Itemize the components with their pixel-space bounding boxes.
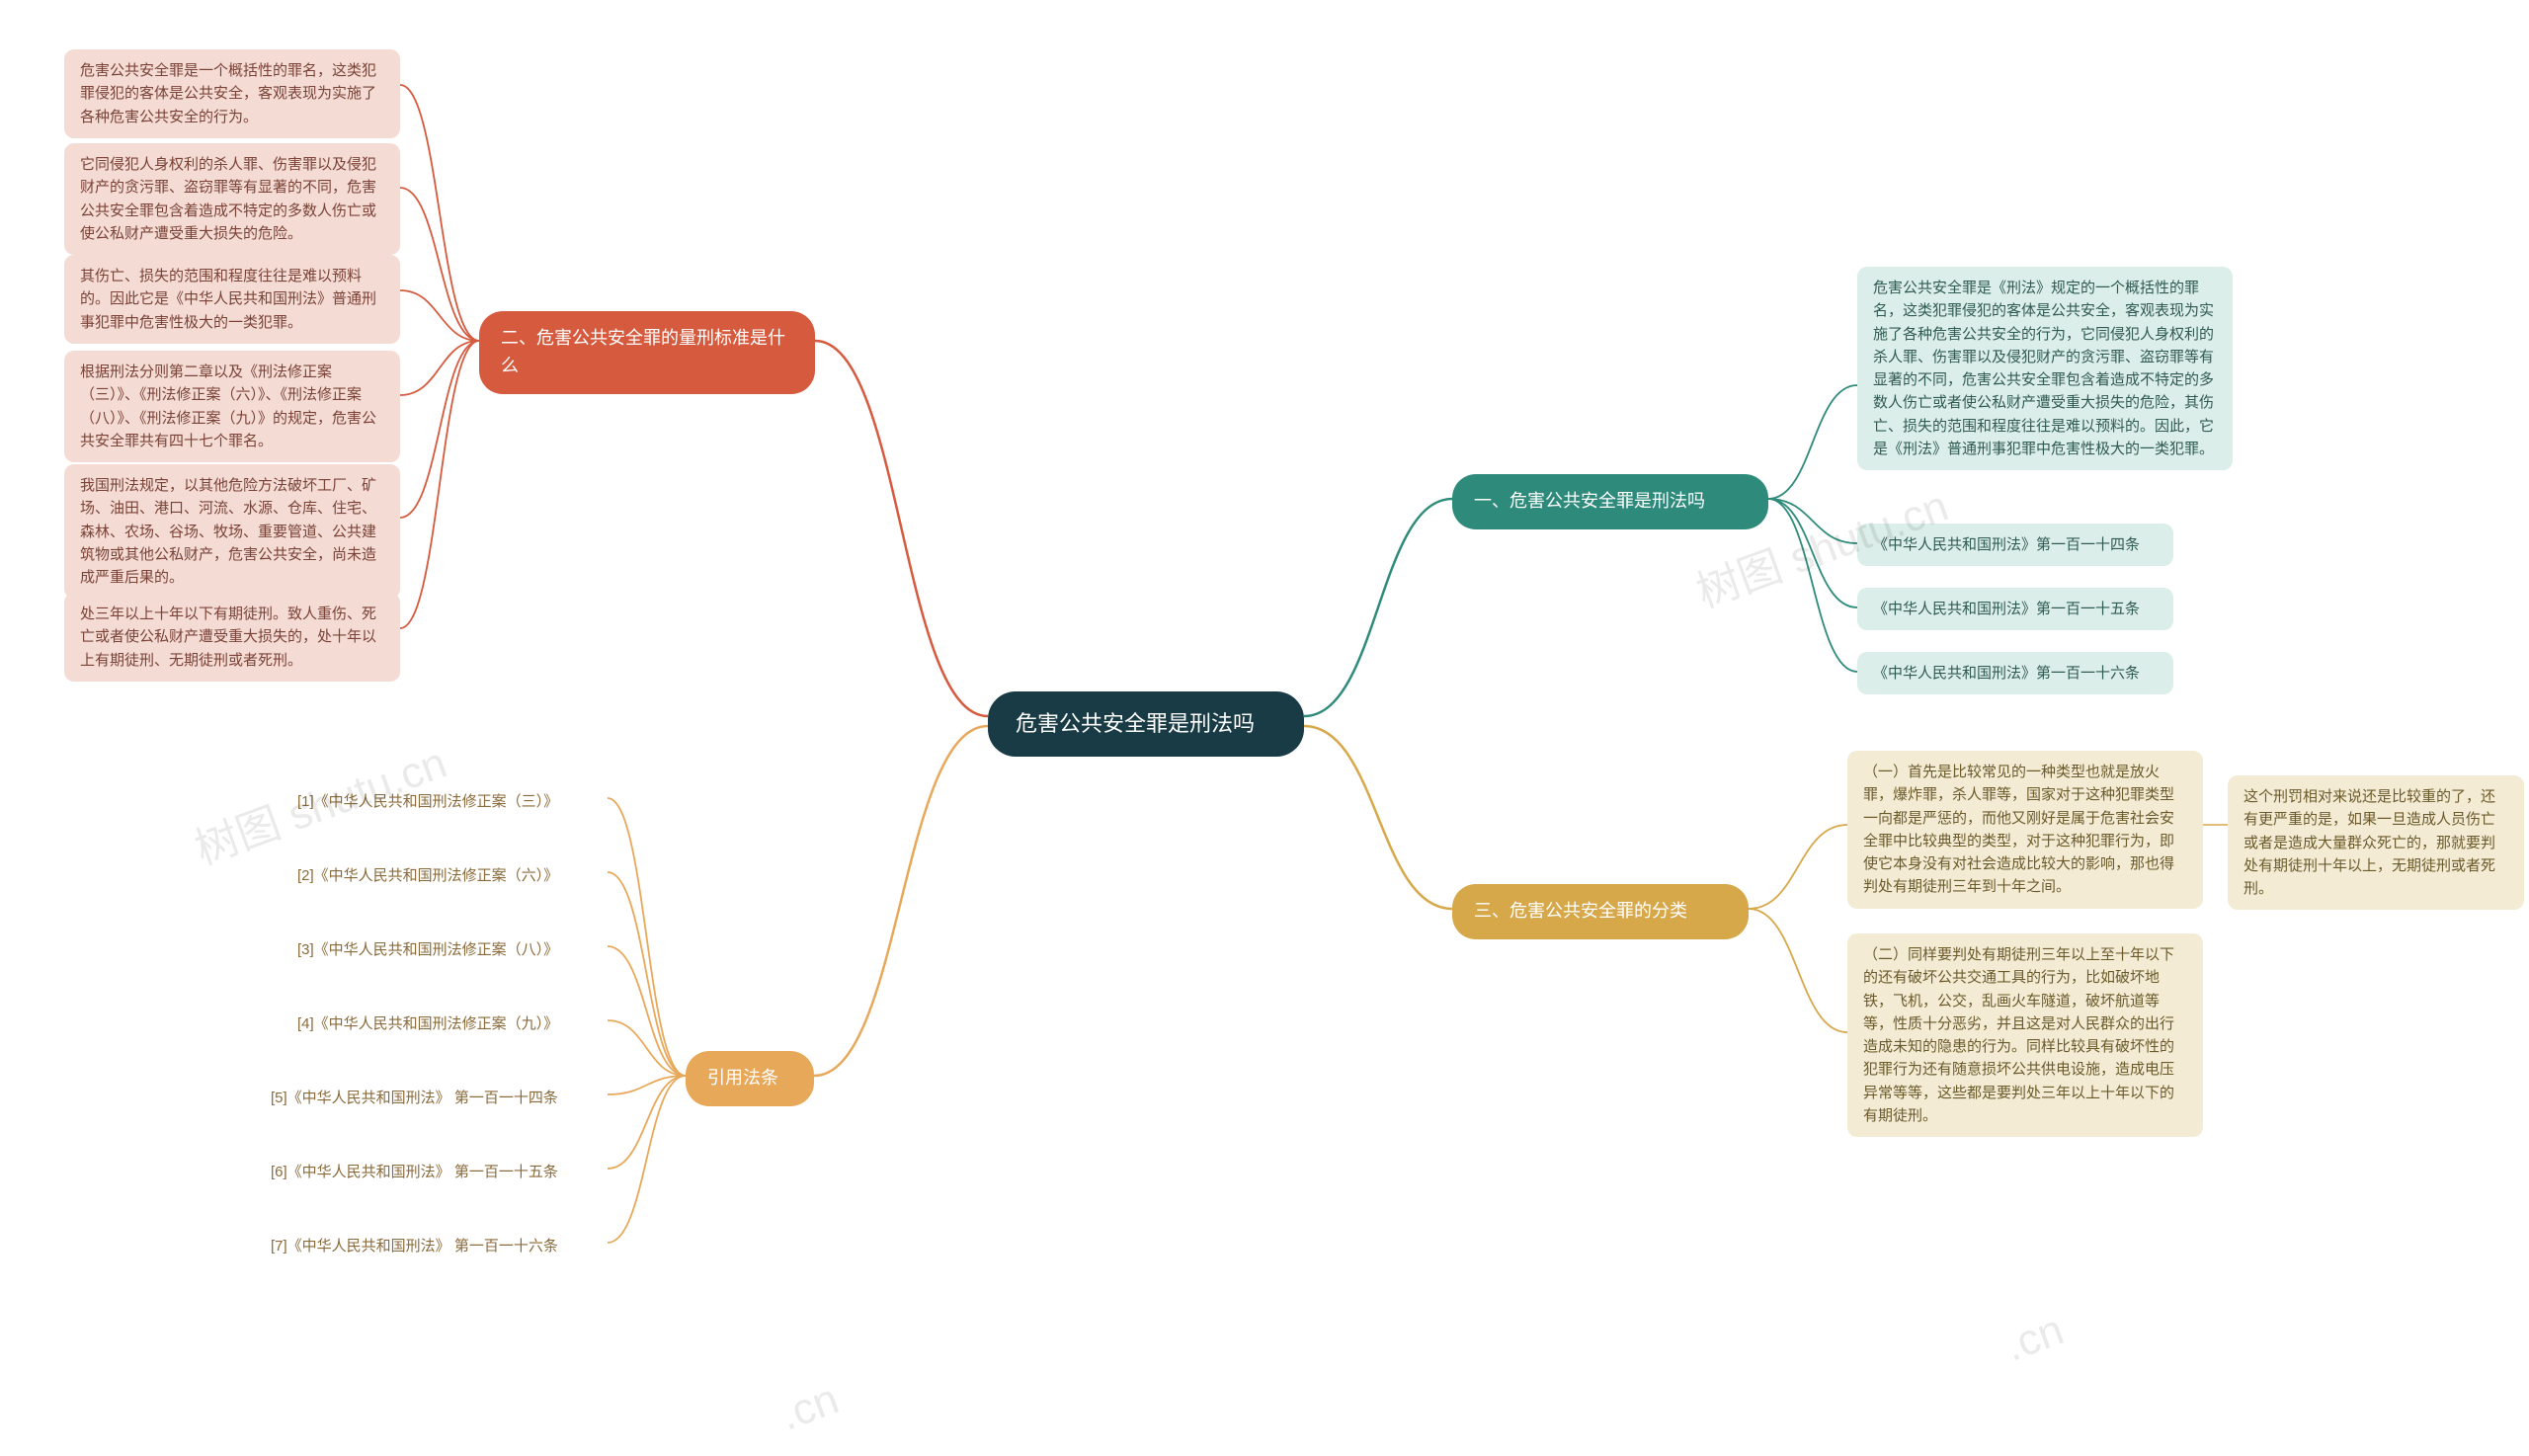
leaf-node: 我国刑法规定，以其他危险方法破坏工厂、矿场、油田、港口、河流、水源、仓库、住宅、… bbox=[64, 464, 400, 599]
leaf-node: 这个刑罚相对来说还是比较重的了，还有更严重的是，如果一旦造成人员伤亡或者是造成大… bbox=[2228, 775, 2524, 910]
leaf-node: 处三年以上十年以下有期徒刑。致人重伤、死亡或者使公私财产遭受重大损失的，处十年以… bbox=[64, 593, 400, 682]
mindmap-canvas: 危害公共安全罪是刑法吗 一、危害公共安全罪是刑法吗 危害公共安全罪是《刑法》规定的… bbox=[0, 0, 2529, 1456]
leaf-node: 《中华人民共和国刑法》第一百一十六条 bbox=[1857, 652, 2173, 694]
leaf-node: 《中华人民共和国刑法》第一百一十四条 bbox=[1857, 524, 2173, 566]
watermark: .cn bbox=[1999, 1305, 2070, 1371]
root-label: 危害公共安全罪是刑法吗 bbox=[1016, 711, 1255, 736]
leaf-node: 《中华人民共和国刑法》第一百一十五条 bbox=[1857, 588, 2173, 630]
leaf-node: [4]《中华人民共和国刑法修正案（九）》 bbox=[282, 1003, 608, 1045]
branch-node-d: 引用法条 bbox=[686, 1051, 814, 1106]
leaf-node: （二）同样要判处有期徒刑三年以上至十年以下的还有破坏公共交通工具的行为，比如破坏… bbox=[1847, 933, 2203, 1137]
leaf-node: 危害公共安全罪是一个概括性的罪名，这类犯罪侵犯的客体是公共安全，客观表现为实施了… bbox=[64, 49, 400, 138]
leaf-node: 危害公共安全罪是《刑法》规定的一个概括性的罪名，这类犯罪侵犯的客体是公共安全，客… bbox=[1857, 267, 2233, 470]
branch-node-b: 二、危害公共安全罪的量刑标准是什么 bbox=[479, 311, 815, 394]
root-node: 危害公共安全罪是刑法吗 bbox=[988, 691, 1304, 757]
leaf-node: [1]《中华人民共和国刑法修正案（三）》 bbox=[282, 780, 608, 823]
leaf-node: [3]《中华人民共和国刑法修正案（八）》 bbox=[282, 929, 608, 971]
leaf-node: 它同侵犯人身权利的杀人罪、伤害罪以及侵犯财产的贪污罪、盗窃罪等有显著的不同，危害… bbox=[64, 143, 400, 255]
watermark: .cn bbox=[774, 1374, 845, 1440]
leaf-node: （一）首先是比较常见的一种类型也就是放火罪，爆炸罪，杀人罪等，国家对于这种犯罪类… bbox=[1847, 751, 2203, 909]
leaf-node: 根据刑法分则第二章以及《刑法修正案（三）》、《刑法修正案（六）》、《刑法修正案（… bbox=[64, 351, 400, 462]
leaf-node: [6]《中华人民共和国刑法》 第一百一十五条 bbox=[255, 1151, 608, 1193]
branch-node-a: 一、危害公共安全罪是刑法吗 bbox=[1452, 474, 1768, 529]
branch-node-c: 三、危害公共安全罪的分类 bbox=[1452, 884, 1749, 939]
leaf-node: [7]《中华人民共和国刑法》 第一百一十六条 bbox=[255, 1225, 608, 1267]
leaf-node: [5]《中华人民共和国刑法》 第一百一十四条 bbox=[255, 1077, 608, 1119]
leaf-node: 其伤亡、损失的范围和程度往往是难以预料的。因此它是《中华人民共和国刑法》普通刑事… bbox=[64, 255, 400, 344]
leaf-node: [2]《中华人民共和国刑法修正案（六）》 bbox=[282, 854, 608, 897]
